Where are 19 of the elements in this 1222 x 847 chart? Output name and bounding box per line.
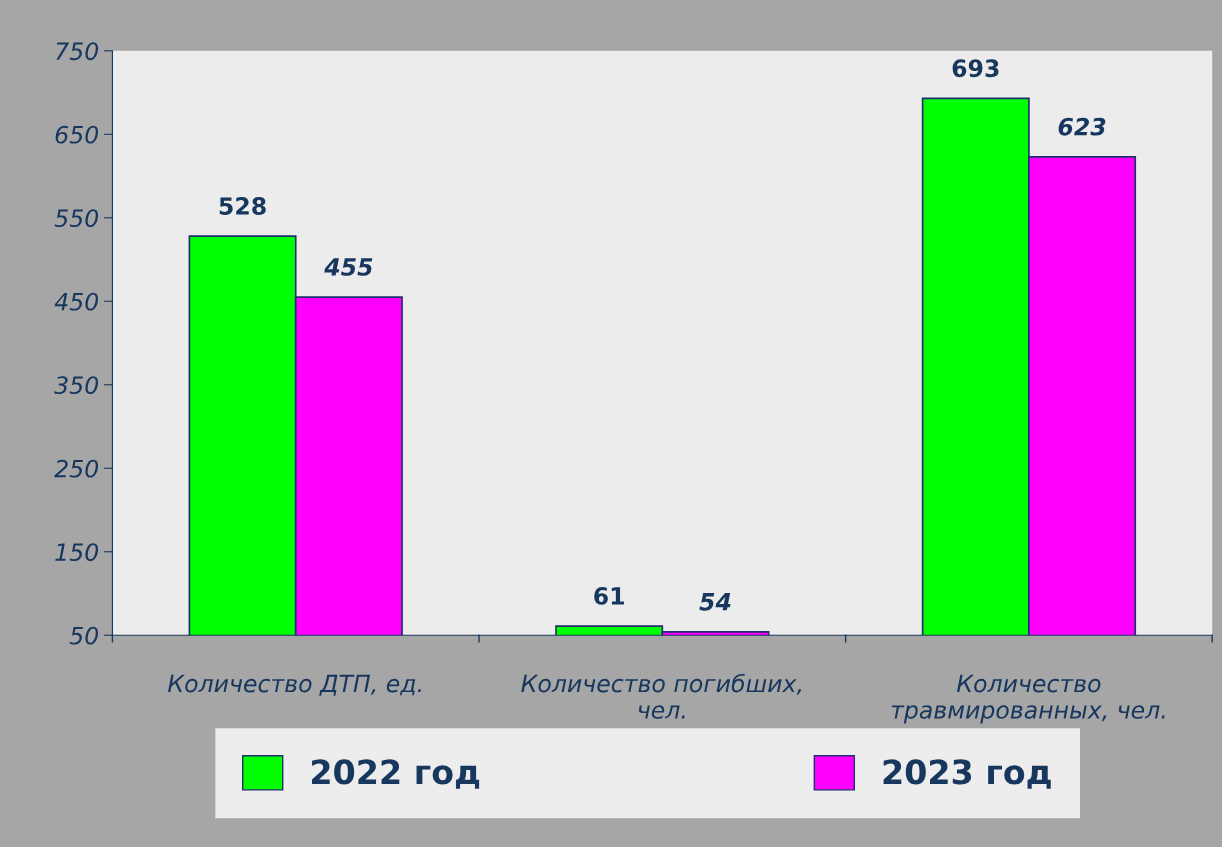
y-tick-label: 350 (54, 376, 99, 395)
y-tick-label: 150 (55, 543, 99, 562)
data-label: 455 (324, 258, 373, 276)
y-tick-label: 450 (54, 292, 99, 311)
y-tick-label: 650 (55, 125, 99, 144)
data-label: 693 (952, 59, 999, 78)
legend-label: 2023 год (883, 759, 1051, 789)
y-tick-label: 50 (69, 626, 99, 645)
data-label: 61 (594, 586, 624, 605)
x-tick-label: Количество травмированных, чел. (891, 674, 1165, 724)
y-tick-label: 550 (54, 209, 99, 228)
y-tick-label: 750 (56, 42, 99, 61)
x-tick-label: Количество погибших, чел. (521, 673, 802, 719)
data-label: 623 (1058, 117, 1106, 136)
legend-label: 2022 год (312, 759, 480, 789)
y-tick-label: 250 (54, 459, 99, 478)
data-label: 54 (699, 593, 731, 611)
data-label: 528 (219, 197, 266, 215)
x-tick-label: Количество ДТП, ед. (168, 674, 421, 696)
